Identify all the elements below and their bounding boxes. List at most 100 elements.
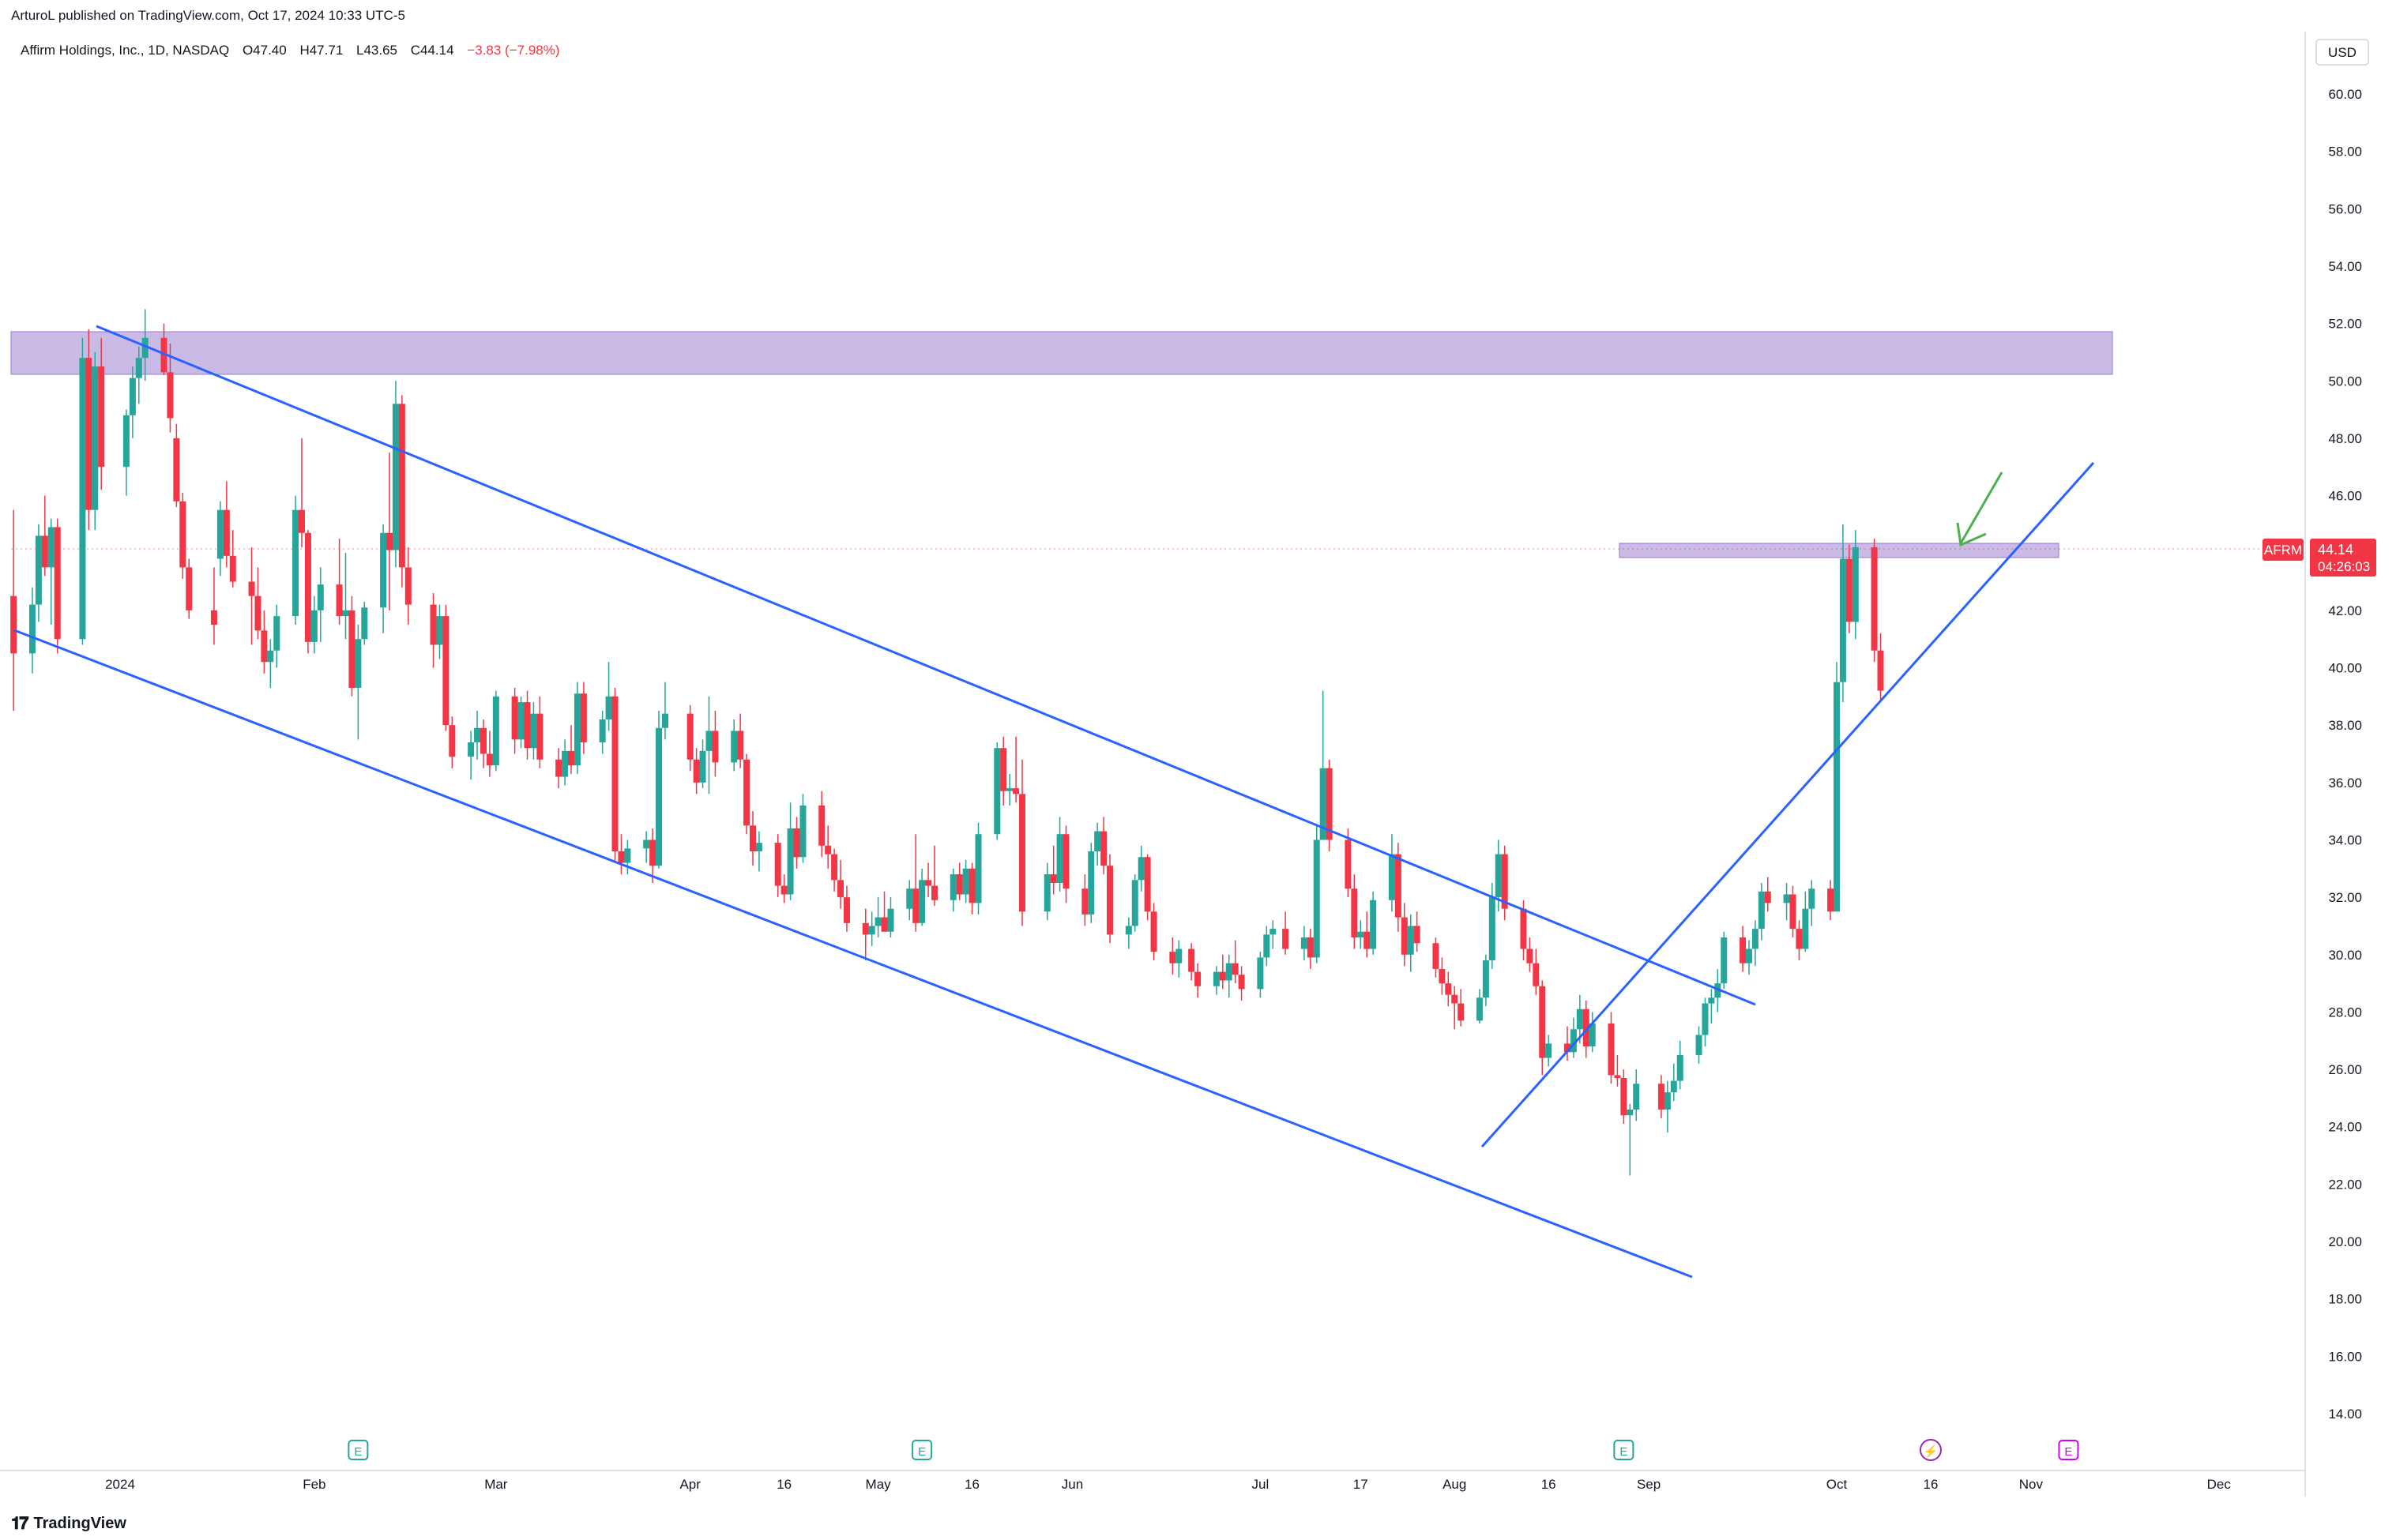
candle[interactable] <box>92 351 99 531</box>
candle[interactable] <box>480 719 487 768</box>
candle[interactable] <box>1432 937 1439 978</box>
candle[interactable] <box>611 687 619 863</box>
candle[interactable] <box>1063 825 1070 903</box>
candle[interactable] <box>361 601 368 645</box>
candle[interactable] <box>975 822 982 915</box>
candle[interactable] <box>875 897 882 937</box>
price-axis[interactable]: 60.00 58.00 56.00 54.00 52.00 50.00 48.00 46.00… <box>2328 87 2362 1422</box>
candle[interactable] <box>787 802 794 900</box>
candle[interactable] <box>1107 854 1114 944</box>
candle[interactable] <box>931 845 938 907</box>
candle[interactable] <box>825 825 832 869</box>
candle[interactable] <box>1088 843 1095 923</box>
candle[interactable] <box>906 880 913 921</box>
candle[interactable] <box>799 794 807 863</box>
candle[interactable] <box>743 753 750 835</box>
candle[interactable] <box>404 547 412 625</box>
upper-resistance-zone[interactable] <box>10 331 2113 375</box>
candle[interactable] <box>831 848 838 892</box>
candle[interactable] <box>1401 903 1408 967</box>
candle[interactable] <box>1144 854 1151 921</box>
candle[interactable] <box>1589 1012 1596 1053</box>
candle[interactable] <box>1219 954 1226 990</box>
candle[interactable] <box>1745 940 1752 975</box>
candle[interactable] <box>1533 948 1540 995</box>
tradingview-footer[interactable]: 𝟏𝟕 TradingView <box>11 1513 126 1534</box>
candle[interactable] <box>1050 845 1057 895</box>
candle[interactable] <box>994 742 1001 840</box>
candle[interactable] <box>774 834 781 898</box>
candle[interactable] <box>1451 986 1458 1030</box>
candle[interactable] <box>398 395 405 588</box>
candle[interactable] <box>342 553 349 640</box>
candle[interactable] <box>261 610 268 674</box>
candle[interactable] <box>656 711 663 869</box>
candle[interactable] <box>386 453 393 610</box>
candle[interactable] <box>1657 1075 1664 1118</box>
candle[interactable] <box>1100 817 1108 875</box>
candle[interactable] <box>1670 1063 1677 1102</box>
candle[interactable] <box>925 862 932 898</box>
candle[interactable] <box>210 567 217 645</box>
candlestick-series[interactable] <box>10 309 1884 1176</box>
candle[interactable] <box>686 704 694 772</box>
candle[interactable] <box>1345 828 1352 898</box>
candle[interactable] <box>449 716 456 768</box>
candle[interactable] <box>41 495 48 577</box>
candle[interactable] <box>1458 989 1465 1027</box>
candle[interactable] <box>1783 882 1790 921</box>
candle[interactable] <box>292 495 299 625</box>
candle[interactable] <box>1351 874 1358 949</box>
candle[interactable] <box>1758 882 1765 941</box>
candle[interactable] <box>392 381 399 568</box>
candle[interactable] <box>1764 877 1771 912</box>
candle[interactable] <box>1094 822 1101 866</box>
candle[interactable] <box>1263 926 1270 967</box>
candle[interactable] <box>731 719 738 772</box>
candle[interactable] <box>837 859 844 909</box>
candle[interactable] <box>956 862 963 900</box>
currency-label[interactable]: USD <box>2315 39 2369 66</box>
candle[interactable] <box>1845 544 1852 633</box>
candle[interactable] <box>304 530 311 654</box>
candle[interactable] <box>1257 952 1264 998</box>
candle[interactable] <box>186 558 193 619</box>
candle[interactable] <box>492 690 499 772</box>
candle[interactable] <box>1194 963 1202 998</box>
candle[interactable] <box>1476 989 1483 1024</box>
candle[interactable] <box>160 323 167 375</box>
candle[interactable] <box>486 731 493 777</box>
candle[interactable] <box>517 696 525 749</box>
candle[interactable] <box>179 492 186 579</box>
candle[interactable] <box>79 337 86 645</box>
candle[interactable] <box>1282 911 1289 955</box>
candle[interactable] <box>699 739 706 789</box>
candle[interactable] <box>1138 845 1145 892</box>
candle[interactable] <box>793 817 800 869</box>
candle[interactable] <box>1796 920 1803 961</box>
candle[interactable] <box>355 625 362 740</box>
earnings-event-icon[interactable]: E <box>1613 1440 1634 1460</box>
event-markers[interactable]: E E E ⚡ E <box>348 1439 2079 1461</box>
candle[interactable] <box>1013 736 1020 803</box>
candle[interactable] <box>1125 917 1132 949</box>
candle[interactable] <box>1714 968 1721 1012</box>
candle[interactable] <box>881 891 888 932</box>
candle[interactable] <box>693 748 700 794</box>
candle[interactable] <box>1445 971 1452 1007</box>
candle[interactable] <box>1545 1035 1552 1067</box>
candle[interactable] <box>1364 911 1371 958</box>
candle[interactable] <box>223 481 230 568</box>
candle[interactable] <box>47 518 55 625</box>
candle[interactable] <box>1570 1017 1577 1058</box>
candle[interactable] <box>1394 843 1401 932</box>
candle[interactable] <box>254 567 261 640</box>
candle[interactable] <box>1439 957 1446 995</box>
drawings[interactable] <box>13 325 2095 1279</box>
candle[interactable] <box>1238 966 1245 1001</box>
candle[interactable] <box>1300 926 1307 961</box>
candle[interactable] <box>1608 1012 1615 1084</box>
candle[interactable] <box>524 690 531 760</box>
candle[interactable] <box>98 337 105 490</box>
